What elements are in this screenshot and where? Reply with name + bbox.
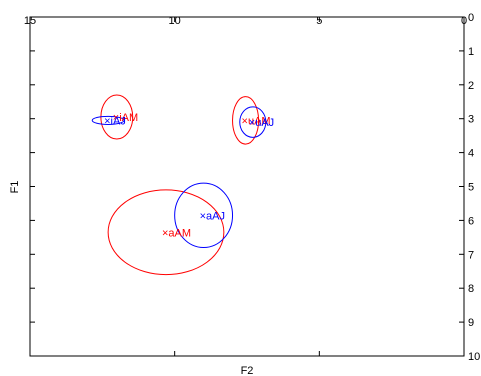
y-tick-label: 7 bbox=[468, 249, 474, 261]
point-aAM: ×aAM bbox=[162, 227, 191, 239]
ellipse-aAJ bbox=[174, 182, 234, 249]
y-tick-label: 4 bbox=[468, 148, 474, 160]
point-iAJ: ×iAJ bbox=[104, 115, 126, 127]
x-tick-label: 5 bbox=[316, 15, 322, 27]
x-axis-ticks: 15 10 5 0 bbox=[24, 15, 467, 356]
x-tick-label: 15 bbox=[24, 15, 36, 27]
ellipse-aAM bbox=[107, 189, 225, 276]
y-tick-label: 3 bbox=[468, 114, 474, 126]
point-aAJ: ×aAJ bbox=[200, 210, 225, 222]
y-tick-label: 9 bbox=[468, 317, 474, 329]
y-tick-label: 8 bbox=[468, 283, 474, 295]
y-tick-label: 10 bbox=[468, 351, 480, 363]
ellipse-uAJ bbox=[239, 106, 267, 138]
y-axis-title: F1 bbox=[9, 181, 21, 194]
point-iAM: ×iAM bbox=[113, 112, 138, 124]
y-tick-label: 5 bbox=[468, 182, 474, 194]
ellipse-uAM bbox=[232, 96, 260, 145]
point-uAM: ×uAM bbox=[242, 115, 271, 127]
y-tick-label: 1 bbox=[468, 46, 474, 58]
point-markers: ×iAM ×uAM ×aAM ×iAJ ×uAJ ×aAJ bbox=[104, 112, 274, 239]
ellipses bbox=[91, 94, 267, 276]
point-uAJ: ×uAJ bbox=[249, 117, 274, 129]
x-axis-title: F2 bbox=[241, 365, 254, 376]
y-tick-label: 0 bbox=[468, 12, 474, 24]
x-tick-label: 0 bbox=[461, 15, 467, 27]
y-tick-label: 2 bbox=[468, 80, 474, 92]
x-tick-label: 10 bbox=[169, 15, 181, 27]
y-axis-ticks: 0 1 2 3 4 5 6 7 8 9 10 bbox=[30, 12, 480, 363]
plot-frame bbox=[29, 16, 465, 357]
y-tick-label: 6 bbox=[468, 215, 474, 227]
ellipse-iAJ bbox=[91, 115, 125, 125]
